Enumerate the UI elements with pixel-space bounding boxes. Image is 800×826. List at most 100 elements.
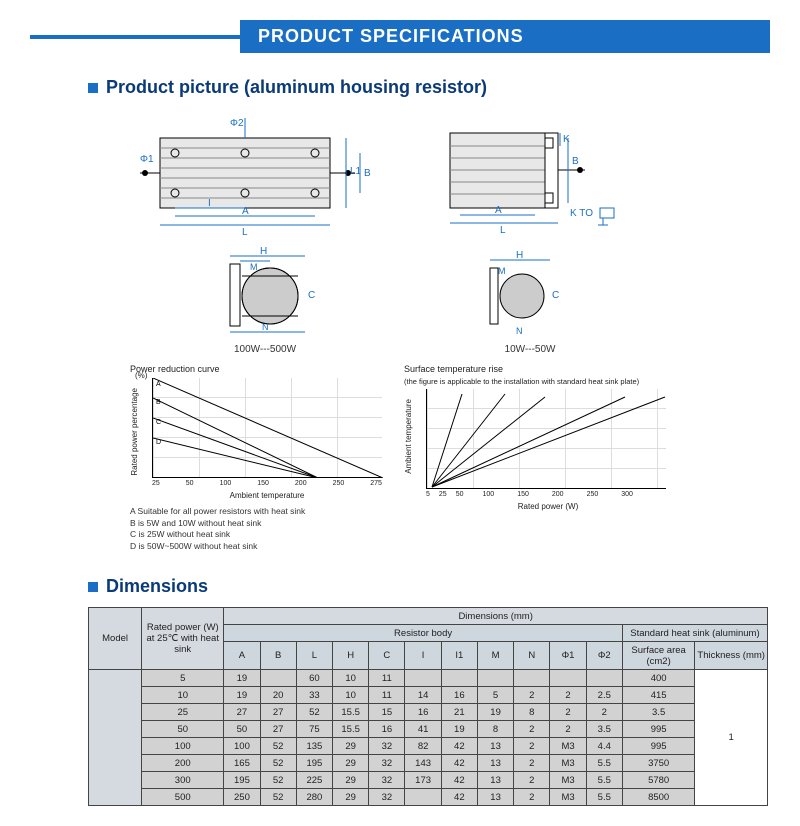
cell: 5.5: [586, 789, 622, 806]
header-accent-line: [30, 35, 240, 39]
svg-text:H: H: [516, 250, 523, 261]
cell: 143: [405, 755, 441, 772]
cell: 8: [477, 721, 513, 738]
cell: 995: [622, 721, 694, 738]
cell: 2: [514, 687, 550, 704]
cell: 29: [333, 755, 369, 772]
technical-drawings: L A I L1 B Φ1 Φ2 B K L A K T: [130, 108, 690, 552]
cell: 173: [405, 772, 441, 789]
svg-text:A: A: [495, 205, 502, 216]
cell: 21: [441, 704, 477, 721]
svg-text:K TO: K TO: [570, 208, 593, 219]
table-row: 30019552225293217342132M35.55780: [89, 772, 768, 789]
section2-title: Dimensions: [106, 576, 208, 597]
cell: 3.5: [586, 721, 622, 738]
cell: 995: [622, 738, 694, 755]
cell: 100: [224, 738, 260, 755]
cell: 29: [333, 738, 369, 755]
cell: 19: [224, 670, 260, 687]
chart-right-plot: Ambient temperature: [426, 389, 666, 489]
cell: [260, 670, 296, 687]
section-product-picture: Product picture (aluminum housing resist…: [88, 77, 770, 98]
cell: 13: [477, 772, 513, 789]
cell: 52: [260, 789, 296, 806]
cell: 25: [142, 704, 224, 721]
cell: 2: [586, 704, 622, 721]
cell: 5.5: [586, 772, 622, 789]
cell: 42: [441, 738, 477, 755]
svg-text:B: B: [156, 399, 161, 406]
svg-text:H: H: [260, 246, 267, 257]
square-bullet-icon: [88, 582, 98, 592]
col-sink-group: Standard heat sink (aluminum): [622, 625, 767, 642]
cell: 2: [514, 738, 550, 755]
model-cell: [89, 670, 142, 806]
cell: 15.5: [333, 704, 369, 721]
cell: 195: [224, 772, 260, 789]
caption-left: 100W---500W: [130, 344, 400, 355]
svg-text:I: I: [208, 198, 211, 209]
cell: 13: [477, 755, 513, 772]
cell: 2: [514, 755, 550, 772]
cell: 52: [260, 772, 296, 789]
cell: 8500: [622, 789, 694, 806]
svg-text:L: L: [242, 227, 248, 238]
col-power: Rated power (W) at 25℃ with heat sink: [142, 608, 224, 670]
cell: 42: [441, 772, 477, 789]
cell: 225: [296, 772, 332, 789]
cell: [514, 670, 550, 687]
dimensions-table: Model Rated power (W) at 25℃ with heat s…: [88, 607, 768, 806]
cell: 33: [296, 687, 332, 704]
page-header: PRODUCT SPECIFICATIONS: [30, 20, 770, 53]
cell: [405, 789, 441, 806]
cell: M3: [550, 738, 586, 755]
cell: 60: [296, 670, 332, 687]
cell: 11: [369, 670, 405, 687]
cell: 52: [296, 704, 332, 721]
section-dimensions: Dimensions: [88, 576, 770, 597]
cell: 200: [142, 755, 224, 772]
svg-text:A: A: [156, 381, 161, 388]
col-body-group: Resistor body: [224, 625, 623, 642]
svg-text:N: N: [516, 326, 523, 336]
cell: 42: [441, 755, 477, 772]
cell: 13: [477, 789, 513, 806]
cell: [477, 670, 513, 687]
table-row: 20016552195293214342132M35.53750: [89, 755, 768, 772]
cell: 135: [296, 738, 332, 755]
cell: 32: [369, 755, 405, 772]
cell: M3: [550, 755, 586, 772]
cell: 10: [333, 670, 369, 687]
cell: 15: [369, 704, 405, 721]
table-row: 50025052280293242132M35.58500: [89, 789, 768, 806]
cell: 165: [224, 755, 260, 772]
cell: [405, 670, 441, 687]
col-model: Model: [89, 608, 142, 670]
caption-right: 10W---50W: [430, 344, 630, 355]
cell: 29: [333, 789, 369, 806]
cell: 11: [369, 687, 405, 704]
svg-text:Φ2: Φ2: [230, 118, 244, 129]
cell: [441, 670, 477, 687]
col-dims: Dimensions (mm): [224, 608, 768, 625]
svg-text:N: N: [262, 322, 269, 332]
svg-text:C: C: [156, 419, 161, 426]
drawing-body-large: L A I L1 B Φ1 Φ2: [130, 108, 400, 238]
cell: 300: [142, 772, 224, 789]
svg-text:M: M: [498, 266, 506, 276]
cell: 75: [296, 721, 332, 738]
svg-text:D: D: [156, 439, 161, 446]
cell: 415: [622, 687, 694, 704]
cell: 32: [369, 772, 405, 789]
svg-text:K: K: [563, 134, 570, 145]
svg-text:C: C: [552, 290, 559, 301]
cell: 19: [441, 721, 477, 738]
cell: 5: [477, 687, 513, 704]
svg-text:B: B: [572, 156, 579, 167]
cell: 5: [142, 670, 224, 687]
cell: 27: [224, 704, 260, 721]
cell: 3750: [622, 755, 694, 772]
header-title: PRODUCT SPECIFICATIONS: [240, 20, 770, 53]
cell: M3: [550, 789, 586, 806]
table-row: 2527275215.5151621198223.5: [89, 704, 768, 721]
